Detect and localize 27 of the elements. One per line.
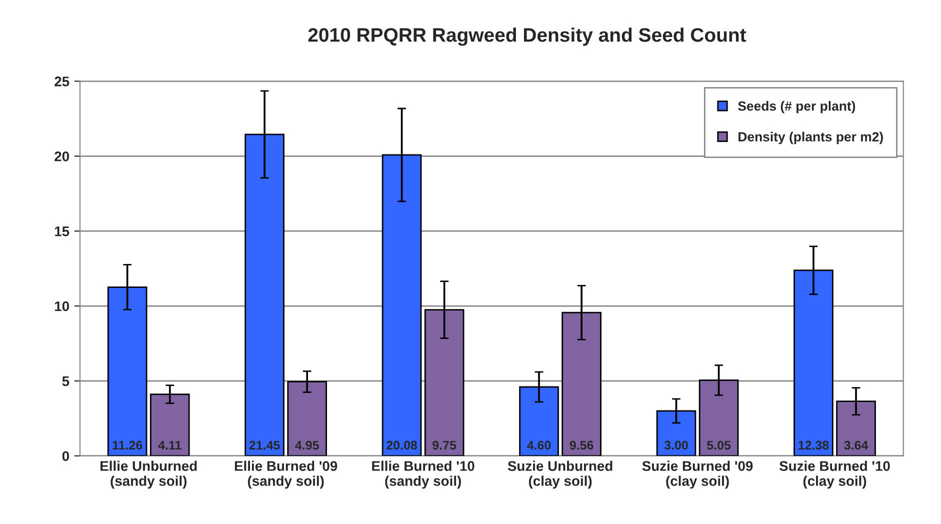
data-label: 9.56 <box>570 440 594 450</box>
y-tick-label: 0 <box>62 451 69 462</box>
data-label: 3.64 <box>844 440 868 450</box>
data-label: 9.75 <box>432 440 456 450</box>
y-tick-label: 20 <box>54 151 69 162</box>
x-tick-label: Suzie Burned '10 (clay soil) <box>779 460 890 489</box>
y-tick-label: 15 <box>54 226 70 236</box>
chart-title: 2010 RPQRR Ragweed Density and Seed Count <box>308 28 746 46</box>
data-label: 3.00 <box>664 440 688 450</box>
data-label: 4.11 <box>158 440 182 450</box>
data-label: 4.95 <box>295 440 319 450</box>
y-tick-label: 25 <box>54 76 70 86</box>
legend-label: Density (plants per m2) <box>738 132 883 144</box>
data-label: 20.08 <box>386 440 418 450</box>
x-tick-label: Ellie Unburned (sandy soil) <box>100 460 197 489</box>
data-label: 11.26 <box>112 440 142 450</box>
data-label: 12.38 <box>798 440 829 450</box>
x-tick-label: Suzie Burned '09 (clay soil) <box>642 460 753 489</box>
y-tick-label: 10 <box>54 301 69 312</box>
data-label: 21.45 <box>249 440 280 450</box>
legend-label: Seeds (# per plant) <box>738 101 856 114</box>
x-tick-label: Ellie Burned '10 (sandy soil) <box>372 460 474 489</box>
data-label: 5.05 <box>707 440 731 450</box>
x-tick-label: Ellie Burned '09 (sandy soil) <box>234 460 338 489</box>
x-tick-label: Suzie Unburned (clay soil) <box>508 460 612 489</box>
y-tick-label: 5 <box>62 376 70 386</box>
data-label: 4.60 <box>527 440 551 450</box>
